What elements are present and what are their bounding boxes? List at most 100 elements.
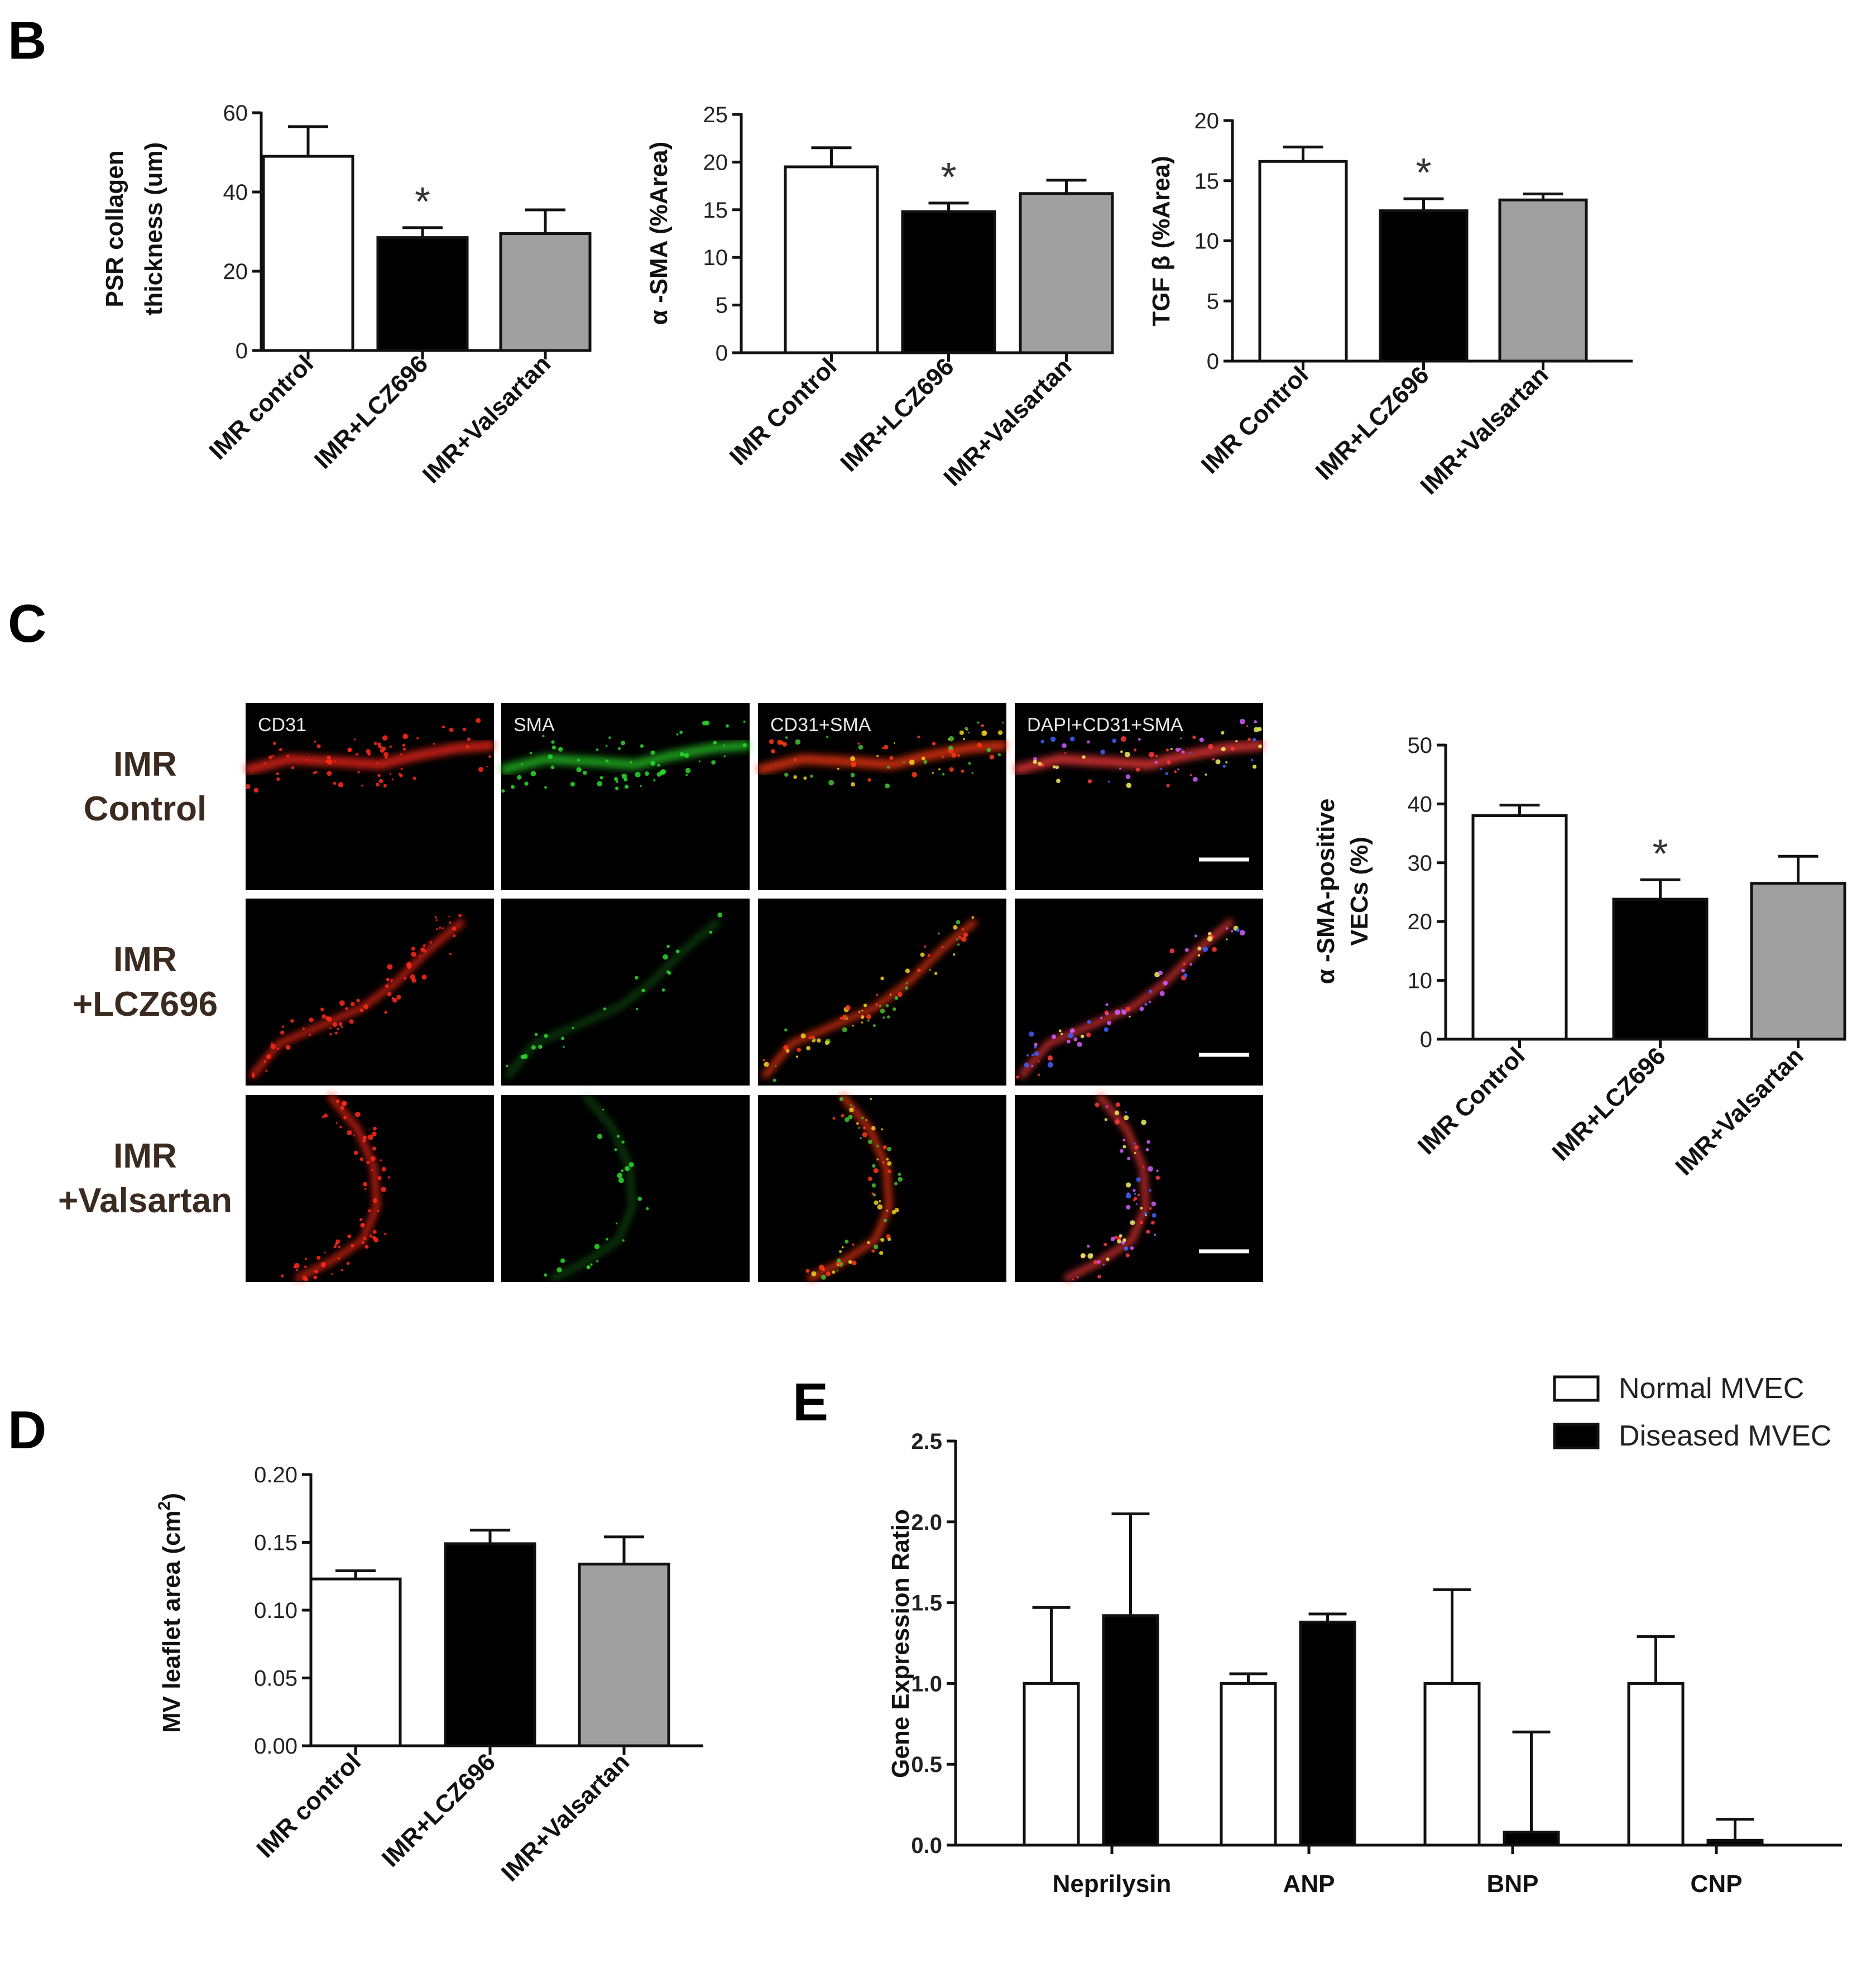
micrograph-signal-speck — [1183, 973, 1188, 978]
micrograph-signal-speck — [618, 1177, 624, 1183]
micrograph-signal-speck — [894, 996, 899, 1000]
micrograph-signal-speck — [339, 1000, 345, 1006]
micrograph-signal-speck — [887, 1161, 892, 1166]
micrograph-signal-speck — [885, 1004, 889, 1007]
micrograph-signal-speck — [577, 758, 580, 762]
micrograph-signal-speck — [1137, 1193, 1140, 1197]
micrograph-signal-speck — [924, 945, 927, 948]
micrograph-signal-speck — [956, 920, 961, 925]
micrograph-signal-speck — [616, 780, 618, 783]
micrograph-signal-speck — [355, 1111, 361, 1117]
micrograph-signal-speck — [1135, 1203, 1138, 1206]
chart-c-y-tick-label: 40 — [1408, 792, 1433, 817]
panel-letter-e: E — [793, 1372, 828, 1432]
micrograph-signal-speck — [353, 738, 356, 741]
micrograph-signal-speck — [327, 755, 332, 760]
micrograph-signal-speck — [1110, 1236, 1115, 1241]
chart-b3-y-tick-label: 15 — [1194, 169, 1220, 194]
micrograph-signal-speck — [363, 1237, 367, 1241]
micrograph-signal-speck — [333, 781, 337, 785]
micrograph-signal-speck — [883, 1218, 887, 1222]
micrograph-signal-speck — [810, 774, 813, 778]
micrograph-signal-speck — [268, 755, 272, 760]
micrograph-signal-speck — [876, 993, 879, 996]
micrograph-signal-speck — [1119, 767, 1121, 770]
micrograph-signal-speck — [1038, 762, 1042, 766]
micrograph-signal-speck — [313, 771, 316, 775]
chart-e-bar — [1423, 1682, 1481, 1847]
micrograph-signal-speck — [1124, 1115, 1129, 1121]
micrograph-signal-speck — [806, 1046, 811, 1051]
chart-b3-category-label: IMR Control — [1196, 361, 1314, 479]
micrograph-signal-speck — [850, 772, 855, 777]
micrograph-signal-speck — [551, 745, 556, 750]
micrograph-signal-speck — [1072, 1278, 1074, 1281]
micrograph-panel — [501, 703, 750, 890]
micrograph-signal-speck — [948, 745, 953, 750]
micrograph-signal-speck — [784, 1028, 788, 1032]
micrograph-signal-speck — [511, 785, 515, 789]
micrograph-signal-speck — [861, 1021, 863, 1024]
micrograph-signal-speck — [837, 767, 839, 770]
micrograph-signal-speck — [1124, 751, 1130, 757]
micrograph-signal-speck — [1136, 1177, 1141, 1182]
micrograph-signal-speck — [875, 1003, 879, 1006]
micrograph-signal-speck — [448, 915, 450, 918]
micrograph-signal-speck — [596, 1260, 599, 1262]
chart-e-bar — [1627, 1682, 1685, 1847]
micrograph-signal-speck — [1158, 971, 1163, 976]
micrograph-signal-speck — [281, 1025, 285, 1028]
micrograph-signal-speck — [372, 1236, 376, 1240]
micrograph-signal-speck — [335, 1099, 340, 1103]
micrograph-signal-speck — [323, 1251, 326, 1254]
micrograph-signal-speck — [845, 1005, 851, 1011]
chart-b2-category-label: IMR+LCZ696 — [835, 353, 959, 477]
chart-d-ylabel: MV leaflet area (cm2) — [155, 1493, 185, 1733]
micrograph-signal-speck — [640, 744, 644, 748]
micrograph-signal-speck — [856, 1122, 859, 1125]
micrograph-signal-speck — [1151, 1213, 1157, 1218]
micrograph-signal-speck — [266, 1054, 271, 1059]
micrograph-signal-speck — [886, 784, 889, 786]
chart-e-bar — [1299, 1620, 1356, 1847]
micrograph-panel — [246, 1095, 494, 1282]
micrograph-signal-speck — [832, 1117, 836, 1120]
micrograph-signal-speck — [530, 771, 536, 776]
micrograph-signal-speck — [399, 774, 403, 777]
micrograph-signal-speck — [1153, 1233, 1157, 1236]
micrograph-signal-speck — [1192, 735, 1196, 739]
micrograph-signal-speck — [880, 976, 884, 981]
micrograph-signal-speck — [937, 932, 940, 935]
micrograph-signal-speck — [353, 1150, 358, 1155]
micrograph-signal-speck — [331, 1273, 333, 1275]
chart-b1-ylabel: PSR collagen — [101, 150, 128, 307]
micrograph-signal-speck — [346, 1261, 350, 1265]
micrograph-signal-speck — [340, 1269, 344, 1271]
micrograph-signal-speck — [245, 784, 251, 789]
micrograph-signal-speck — [968, 762, 971, 765]
chart-b3-y-tick-label: 10 — [1194, 229, 1220, 254]
micrograph-signal-speck — [1189, 963, 1193, 966]
chart-b2-y-tick-label: 5 — [716, 294, 728, 318]
chart-c-y-tick-label: 20 — [1408, 910, 1433, 934]
micrograph-signal-speck — [314, 740, 316, 743]
micrograph-signal-speck — [1087, 1245, 1090, 1248]
micrograph-signal-speck — [1127, 1156, 1131, 1160]
micrograph-signal-speck — [377, 1209, 380, 1212]
micrograph-signal-speck — [657, 763, 660, 767]
micrograph-panel — [758, 703, 1006, 890]
chart-psr-collagen: 0 20 40 60 PSR collagen thickness (um) IMR con… — [101, 101, 592, 489]
micrograph-signal-speck — [1087, 779, 1092, 784]
micrograph-signal-speck — [313, 1275, 318, 1280]
micrograph-signal-speck — [650, 761, 656, 766]
micrograph-signal-speck — [841, 1114, 845, 1118]
micrograph-signal-speck — [320, 1007, 324, 1011]
micrograph-signal-speck — [1145, 1148, 1149, 1151]
chart-gene-expression: 0.0 0.5 1.0 1.5 2.0 2.5 Gene Expression Ratio N… — [887, 1372, 1842, 1898]
micrograph-signal-speck — [517, 775, 522, 780]
chart-b1-y-tick-label: 0 — [236, 339, 248, 363]
micrograph-signal-speck — [863, 1126, 866, 1130]
micrograph-signal-speck — [1134, 1152, 1136, 1154]
micrograph-signal-speck — [280, 1030, 285, 1035]
micrograph-signal-speck — [1069, 736, 1075, 742]
